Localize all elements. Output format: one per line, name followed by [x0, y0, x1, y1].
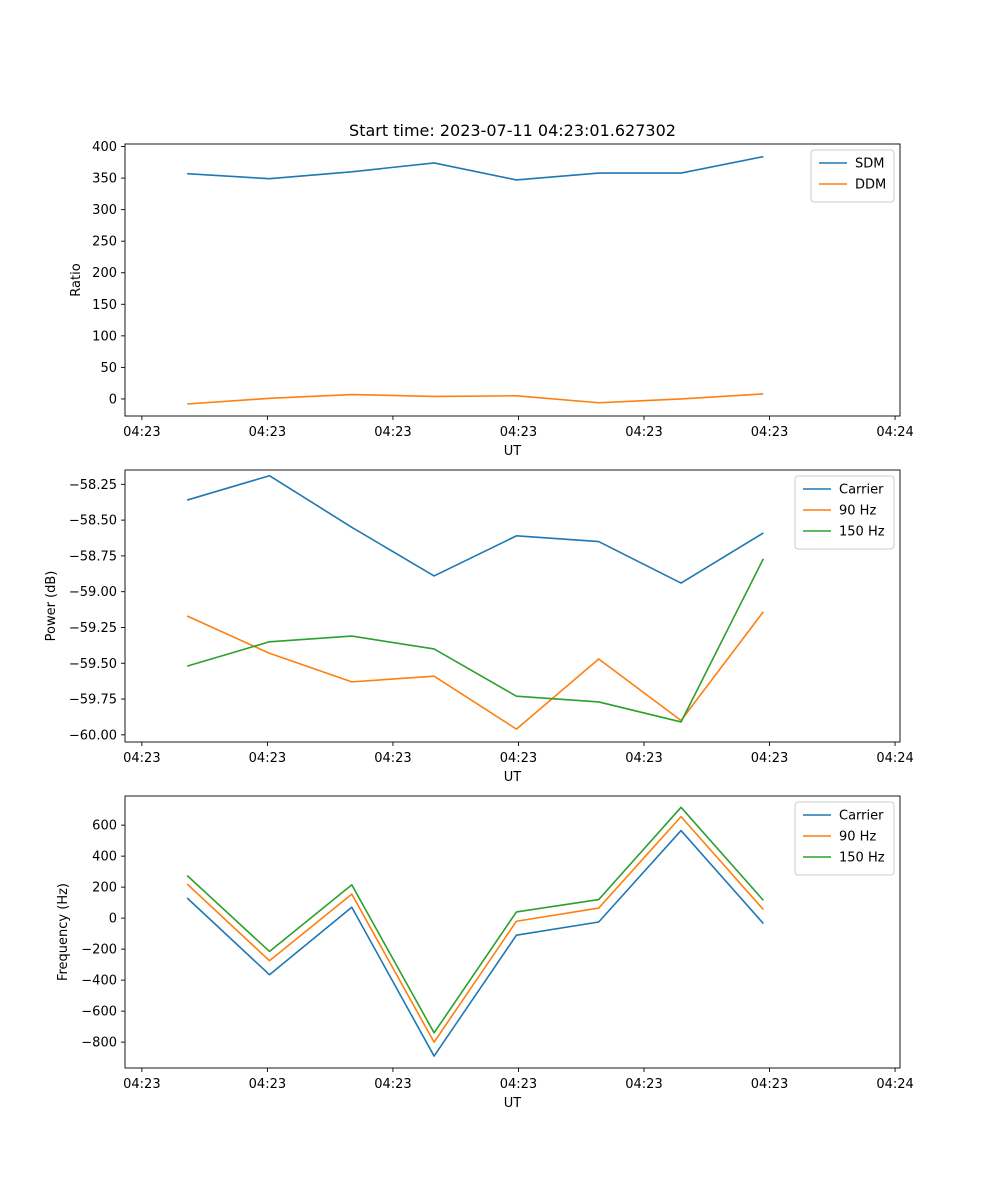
y-axis-label: Ratio [69, 263, 84, 296]
legend-label: 150 Hz [839, 851, 885, 866]
y-tick-label: 600 [92, 819, 117, 834]
series-line-150-hz [186, 806, 764, 1034]
y-tick-label: 200 [92, 881, 117, 896]
x-tick-label: 04:23 [751, 751, 788, 766]
series-line-ddm [187, 393, 764, 405]
y-tick-label: −600 [81, 1005, 117, 1020]
series-line-carrier [186, 474, 764, 584]
y-tick-label: −59.25 [69, 621, 117, 636]
x-axis-label: UT [504, 770, 522, 785]
legend-label: 150 Hz [839, 525, 885, 540]
y-tick-label: 150 [92, 298, 117, 313]
charts: 0 50 100 150 200 250 300 350 400 04:23 04:23 04:23 0… [44, 140, 914, 1111]
y-tick-label: 0 [109, 392, 117, 407]
chart-panel-2: −60.00 −59.75 −59.50 −59.25 −59.00 −58.75 −58.… [44, 469, 914, 785]
y-tick-label: 200 [92, 266, 117, 281]
x-tick-label: 04:23 [625, 425, 662, 440]
x-tick-label: 04:24 [876, 1077, 913, 1092]
y-tick-label: −59.75 [69, 693, 117, 708]
plot-frame [124, 469, 901, 743]
y-tick-label: −58.50 [69, 514, 117, 529]
y-tick-label: 50 [100, 361, 117, 376]
y-tick-label: 400 [92, 850, 117, 865]
x-tick-label: 04:23 [249, 751, 286, 766]
x-tick-label: 04:23 [751, 425, 788, 440]
legend: Carrier 90 Hz 150 Hz [794, 801, 895, 876]
y-tick-label: −60.00 [69, 728, 117, 743]
series-line-90-hz [186, 815, 764, 1043]
y-tick-label: 400 [92, 140, 117, 155]
plot-frame [124, 795, 901, 1069]
y-tick-label: 300 [92, 203, 117, 218]
y-tick-label: 100 [92, 329, 117, 344]
x-tick-label: 04:23 [625, 751, 662, 766]
legend-label: 90 Hz [839, 830, 876, 845]
x-tick-label: 04:24 [876, 425, 913, 440]
legend-label: Carrier [839, 809, 884, 824]
y-tick-label: −800 [81, 1036, 117, 1051]
y-tick-label: −400 [81, 974, 117, 989]
legend: Carrier 90 Hz 150 Hz [794, 475, 895, 550]
plot-frame [124, 143, 901, 417]
y-axis-label: Power (dB) [44, 571, 59, 642]
y-tick-label: −59.00 [69, 585, 117, 600]
legend-label: SDM [855, 157, 884, 172]
legend-label: DDM [855, 178, 886, 193]
x-tick-label: 04:23 [751, 1077, 788, 1092]
y-tick-label: −59.50 [69, 657, 117, 672]
x-tick-label: 04:23 [249, 425, 286, 440]
x-tick-label: 04:23 [625, 1077, 662, 1092]
y-axis-label: Frequency (Hz) [56, 883, 71, 981]
legend-label: 90 Hz [839, 504, 876, 519]
x-tick-label: 04:23 [123, 425, 160, 440]
x-tick-label: 04:23 [123, 751, 160, 766]
x-tick-label: 04:23 [123, 1077, 160, 1092]
y-tick-label: −200 [81, 943, 117, 958]
chart-panel-3: −800 −600 −400 −200 0 200 400 600 04:23 04:23 04:2… [56, 795, 914, 1111]
series-line-90-hz [186, 611, 764, 730]
x-tick-label: 04:24 [876, 751, 913, 766]
x-axis-label: UT [504, 444, 522, 459]
legend-label: Carrier [839, 483, 884, 498]
series-line-sdm [187, 155, 764, 181]
x-tick-label: 04:23 [374, 425, 411, 440]
x-tick-label: 04:23 [500, 1077, 537, 1092]
y-tick-label: 250 [92, 235, 117, 250]
series-line-carrier [186, 829, 764, 1057]
x-tick-label: 04:23 [249, 1077, 286, 1092]
x-tick-label: 04:23 [500, 425, 537, 440]
y-tick-label: 350 [92, 172, 117, 187]
y-tick-label: 0 [109, 912, 117, 927]
x-tick-label: 04:23 [500, 751, 537, 766]
y-tick-label: −58.75 [69, 549, 117, 564]
x-tick-label: 04:23 [374, 751, 411, 766]
y-tick-label: −58.25 [69, 478, 117, 493]
x-tick-label: 04:23 [374, 1077, 411, 1092]
x-axis-label: UT [504, 1096, 522, 1111]
figure-title: Start time: 2023-07-11 04:23:01.627302 [349, 121, 676, 140]
legend: SDM DDM [810, 149, 895, 203]
series-line-150-hz [186, 558, 765, 723]
chart-panel-1: 0 50 100 150 200 250 300 350 400 04:23 04:23 04:23 0… [69, 140, 914, 459]
